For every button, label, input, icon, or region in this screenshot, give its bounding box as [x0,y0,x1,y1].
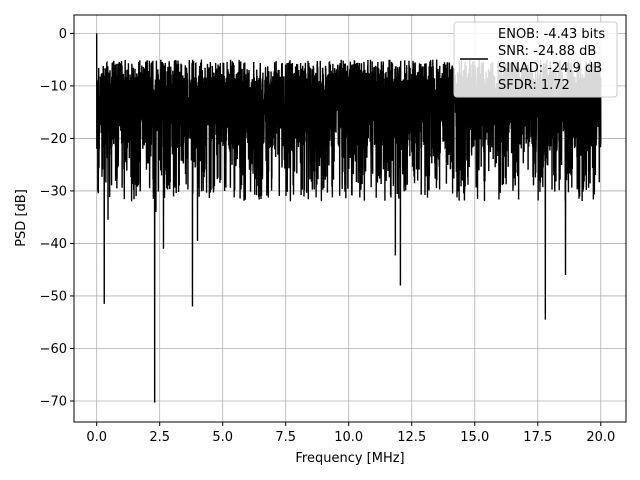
y-tick-label: 0 [59,27,67,42]
x-tick-label: 12.5 [397,430,426,445]
y-tick-label: −50 [40,289,67,304]
y-tick-label: −30 [40,184,67,199]
y-tick-label: −40 [40,237,67,252]
y-tick-label: −10 [40,79,67,94]
x-tick-label: 2.5 [149,430,170,445]
legend-entry-sinad: SINAD: -24.9 dB [498,61,602,76]
x-tick-label: 20.0 [586,430,615,445]
x-tick-label: 10.0 [334,430,363,445]
y-tick-label: −60 [40,342,67,357]
legend-entry-snr: SNR: -24.88 dB [498,44,596,59]
legend: ENOB: -4.43 bits SNR: -24.88 dB SINAD: -… [453,21,618,98]
x-tick-label: 15.0 [460,430,489,445]
x-tick-label: 0.0 [86,430,107,445]
x-tick-label: 7.5 [275,430,296,445]
x-tick-label: 17.5 [523,430,552,445]
y-tick-label: −20 [40,132,67,147]
psd-series-line [95,33,602,403]
y-tick-label: −70 [40,394,67,409]
psd-trace [95,33,602,403]
x-axis-label: Frequency [MHz] [295,451,404,466]
x-tick-label: 5.0 [212,430,233,445]
legend-entry-enob: ENOB: -4.43 bits [498,27,605,42]
legend-box [453,21,618,98]
y-axis-ticks: 0 −10 −20 −30 −40 −50 −60 −70 [40,27,74,409]
plot-frame [73,14,627,423]
y-axis-label: PSD [dB] [14,189,29,247]
x-axis-ticks: 0.0 2.5 5.0 7.5 10.0 12.5 15.0 17.5 20.0 [86,422,615,445]
legend-entry-sfdr: SFDR: 1.72 [498,78,570,93]
